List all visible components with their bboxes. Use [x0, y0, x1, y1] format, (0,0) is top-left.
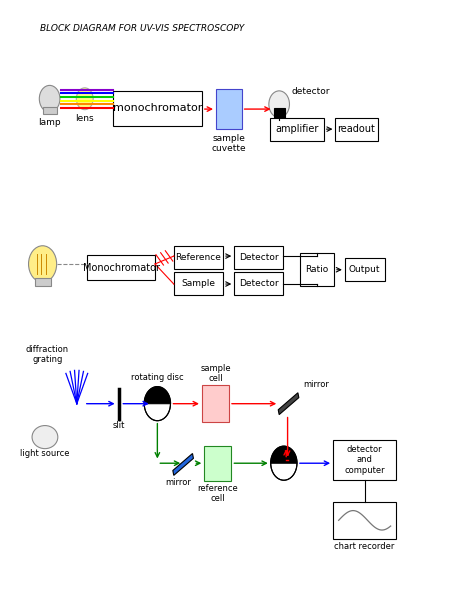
Text: Output: Output	[349, 265, 381, 274]
Text: readout: readout	[337, 124, 375, 134]
Text: detector
and
computer: detector and computer	[344, 445, 385, 475]
Circle shape	[28, 246, 57, 282]
Text: monochromator: monochromator	[113, 104, 202, 113]
FancyBboxPatch shape	[113, 91, 202, 126]
FancyBboxPatch shape	[43, 107, 57, 114]
Text: slit: slit	[113, 421, 125, 430]
FancyBboxPatch shape	[270, 118, 324, 140]
FancyBboxPatch shape	[35, 278, 51, 286]
Text: chart recorder: chart recorder	[335, 541, 395, 550]
Text: Reference: Reference	[175, 253, 221, 262]
Text: Detector: Detector	[239, 279, 279, 288]
Circle shape	[39, 85, 60, 112]
Text: light source: light source	[20, 449, 70, 459]
FancyBboxPatch shape	[87, 255, 155, 280]
Text: rotating disc: rotating disc	[131, 373, 184, 382]
FancyBboxPatch shape	[336, 118, 377, 140]
Text: BLOCK DIAGRAM FOR UV-VIS SPECTROSCOPY: BLOCK DIAGRAM FOR UV-VIS SPECTROSCOPY	[40, 24, 245, 33]
FancyBboxPatch shape	[345, 258, 384, 281]
Text: Detector: Detector	[239, 253, 279, 262]
FancyBboxPatch shape	[174, 246, 223, 269]
FancyBboxPatch shape	[333, 502, 396, 539]
Polygon shape	[271, 446, 297, 463]
FancyBboxPatch shape	[174, 272, 223, 295]
FancyBboxPatch shape	[300, 253, 334, 286]
Text: lens: lens	[75, 114, 94, 123]
Text: mirror: mirror	[165, 478, 191, 487]
FancyBboxPatch shape	[333, 440, 396, 479]
FancyBboxPatch shape	[273, 108, 285, 120]
Polygon shape	[144, 404, 171, 421]
Circle shape	[76, 88, 93, 110]
Polygon shape	[271, 463, 297, 480]
Text: sample
cuvette: sample cuvette	[211, 134, 246, 153]
Polygon shape	[278, 393, 299, 414]
Text: diffraction
grating: diffraction grating	[26, 345, 69, 364]
FancyBboxPatch shape	[234, 272, 283, 295]
Text: reference
cell: reference cell	[197, 484, 238, 503]
Circle shape	[269, 91, 290, 118]
FancyBboxPatch shape	[202, 386, 229, 422]
Ellipse shape	[32, 425, 58, 449]
Text: amplifier: amplifier	[275, 124, 319, 134]
FancyBboxPatch shape	[234, 246, 283, 269]
Text: sample
cell: sample cell	[200, 364, 231, 383]
FancyBboxPatch shape	[204, 446, 231, 481]
Text: detector: detector	[292, 86, 330, 96]
Polygon shape	[144, 387, 171, 404]
Text: lamp: lamp	[38, 118, 61, 127]
FancyBboxPatch shape	[216, 89, 242, 129]
Polygon shape	[173, 454, 193, 475]
Text: Ratio: Ratio	[305, 265, 329, 274]
Text: Sample: Sample	[182, 279, 215, 288]
Text: Monochromator: Monochromator	[82, 262, 160, 273]
Text: mirror: mirror	[303, 380, 329, 389]
